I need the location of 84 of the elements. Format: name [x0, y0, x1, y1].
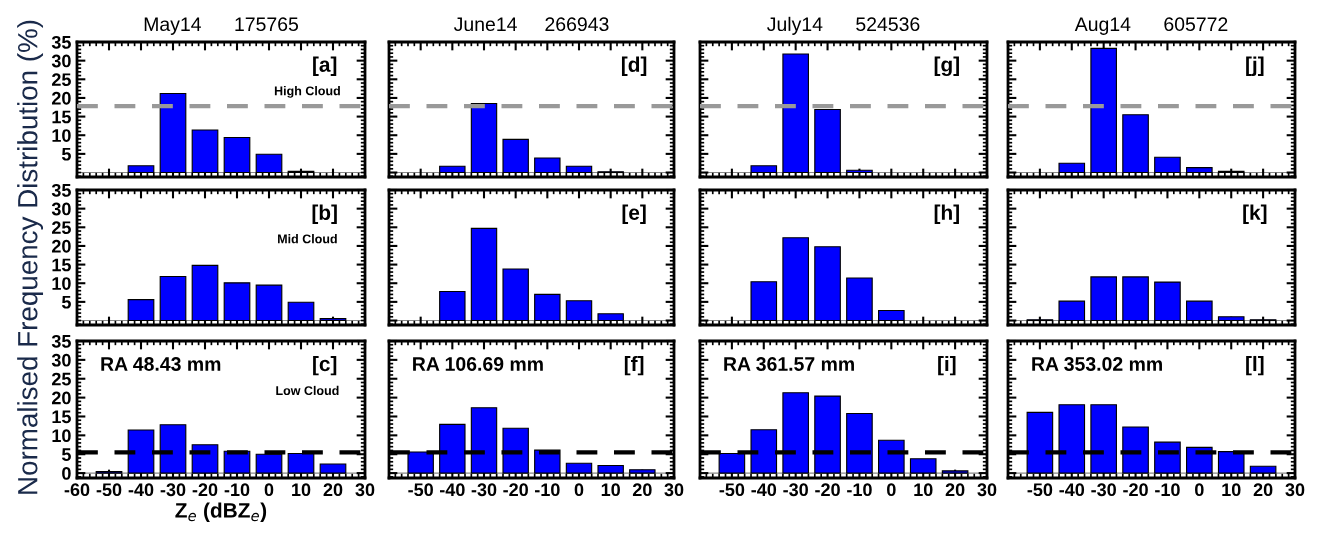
annotation: Low Cloud — [276, 385, 339, 396]
x-tick-label: 30 — [355, 483, 375, 497]
x-axis-title: Z$_{e}$ (dBZ$_{e}$) — [175, 502, 267, 522]
y-tick-label: 30 — [51, 54, 71, 68]
x-tick-label: -30 — [1091, 483, 1116, 497]
annotation: RA 353.02 mm — [1032, 357, 1162, 371]
y-tick-label: 15 — [52, 110, 71, 124]
y-tick-label: 25 — [51, 73, 71, 87]
x-tick-label: -30 — [783, 483, 808, 497]
chart-title: May14 175765 — [144, 17, 299, 35]
x-tick-label: -20 — [192, 483, 218, 497]
annotation: [h] — [934, 204, 959, 225]
y-tick-label: 35 — [51, 35, 71, 49]
y-tick-label: 5 — [61, 296, 71, 309]
y-tick-label: 35 — [51, 334, 71, 348]
x-tick-label: 20 — [1253, 483, 1273, 497]
x-tick-label: -10 — [534, 483, 560, 497]
x-tick-label: -40 — [1059, 483, 1085, 497]
y-tick-label: 0 — [62, 467, 71, 480]
y-tick-label: 25 — [51, 221, 71, 235]
y-tick-label: 10 — [52, 129, 71, 142]
y-tick-label: 30 — [51, 202, 71, 216]
x-tick-label: 20 — [632, 483, 652, 497]
x-tick-label: -30 — [471, 483, 497, 497]
x-tick-label: -20 — [815, 483, 840, 497]
x-tick-label: 0 — [1195, 483, 1204, 497]
y-tick-label: 20 — [51, 391, 71, 405]
y-tick-label: 5 — [61, 148, 71, 161]
x-tick-label: -60 — [64, 483, 90, 497]
y-tick-label: 20 — [51, 91, 71, 105]
x-tick-label: -40 — [751, 483, 777, 497]
x-tick-label: -20 — [1123, 483, 1148, 497]
x-tick-label: -50 — [408, 483, 433, 497]
x-tick-label: 0 — [264, 483, 274, 497]
x-tick-label: 10 — [292, 483, 311, 497]
x-tick-label: -50 — [96, 483, 122, 497]
x-tick-label: 0 — [574, 483, 584, 497]
y-tick-label: 25 — [51, 372, 71, 386]
y-tick-label: 20 — [51, 239, 71, 253]
x-tick-label: -30 — [160, 483, 186, 497]
x-tick-label: 10 — [601, 483, 620, 497]
annotation: [g] — [934, 56, 959, 77]
chart-title: Aug14 605772 — [1074, 17, 1228, 35]
chart-title: July14 524536 — [767, 16, 920, 35]
x-tick-label: 30 — [664, 483, 684, 497]
annotation: RA 106.69 mm — [413, 357, 543, 371]
annotation: RA 48.43 mm — [101, 357, 221, 371]
y-tick-label: 15 — [52, 410, 71, 424]
x-tick-label: -20 — [503, 483, 528, 497]
x-tick-label: 20 — [323, 483, 343, 497]
y-tick-label: 5 — [61, 448, 71, 461]
x-tick-label: -10 — [1155, 483, 1180, 497]
annotation: [c] — [313, 355, 337, 376]
y-tick-label: 10 — [52, 277, 71, 290]
y-tick-label: 10 — [52, 429, 71, 443]
x-tick-label: -10 — [224, 483, 250, 497]
x-tick-label: -10 — [847, 483, 872, 497]
annotation: [k] — [1243, 204, 1267, 225]
x-tick-label: 10 — [914, 483, 933, 497]
x-tick-label: -40 — [128, 483, 154, 497]
x-tick-label: 30 — [1285, 483, 1305, 497]
y-tick-label: 35 — [51, 183, 71, 197]
annotation: High Cloud — [274, 86, 340, 98]
annotation: [e] — [622, 204, 646, 225]
x-tick-label: -50 — [719, 483, 745, 497]
annotation: [b] — [312, 204, 337, 225]
x-tick-label: 20 — [945, 483, 965, 497]
y-tick-label: 30 — [51, 353, 71, 367]
annotation: Mid Cloud — [278, 234, 337, 244]
chart-title: June14 266943 — [453, 17, 609, 32]
annotation: RA 361.57 mm — [724, 357, 854, 371]
annotation: [d] — [621, 56, 647, 77]
x-tick-label: 0 — [887, 483, 896, 497]
x-tick-label: -50 — [1027, 483, 1053, 497]
y-axis-title: Normalised Frequency Distribution (%) — [17, 20, 44, 494]
annotation: [i] — [938, 355, 956, 376]
x-tick-label: 30 — [977, 483, 997, 497]
x-tick-label: 10 — [1222, 483, 1241, 497]
annotation: [j] — [1246, 56, 1264, 77]
x-tick-label: -40 — [439, 483, 465, 497]
annotation: [f] — [624, 355, 644, 376]
annotation: [a] — [313, 56, 337, 77]
annotation: [l] — [1246, 355, 1264, 376]
y-tick-label: 15 — [52, 258, 71, 272]
